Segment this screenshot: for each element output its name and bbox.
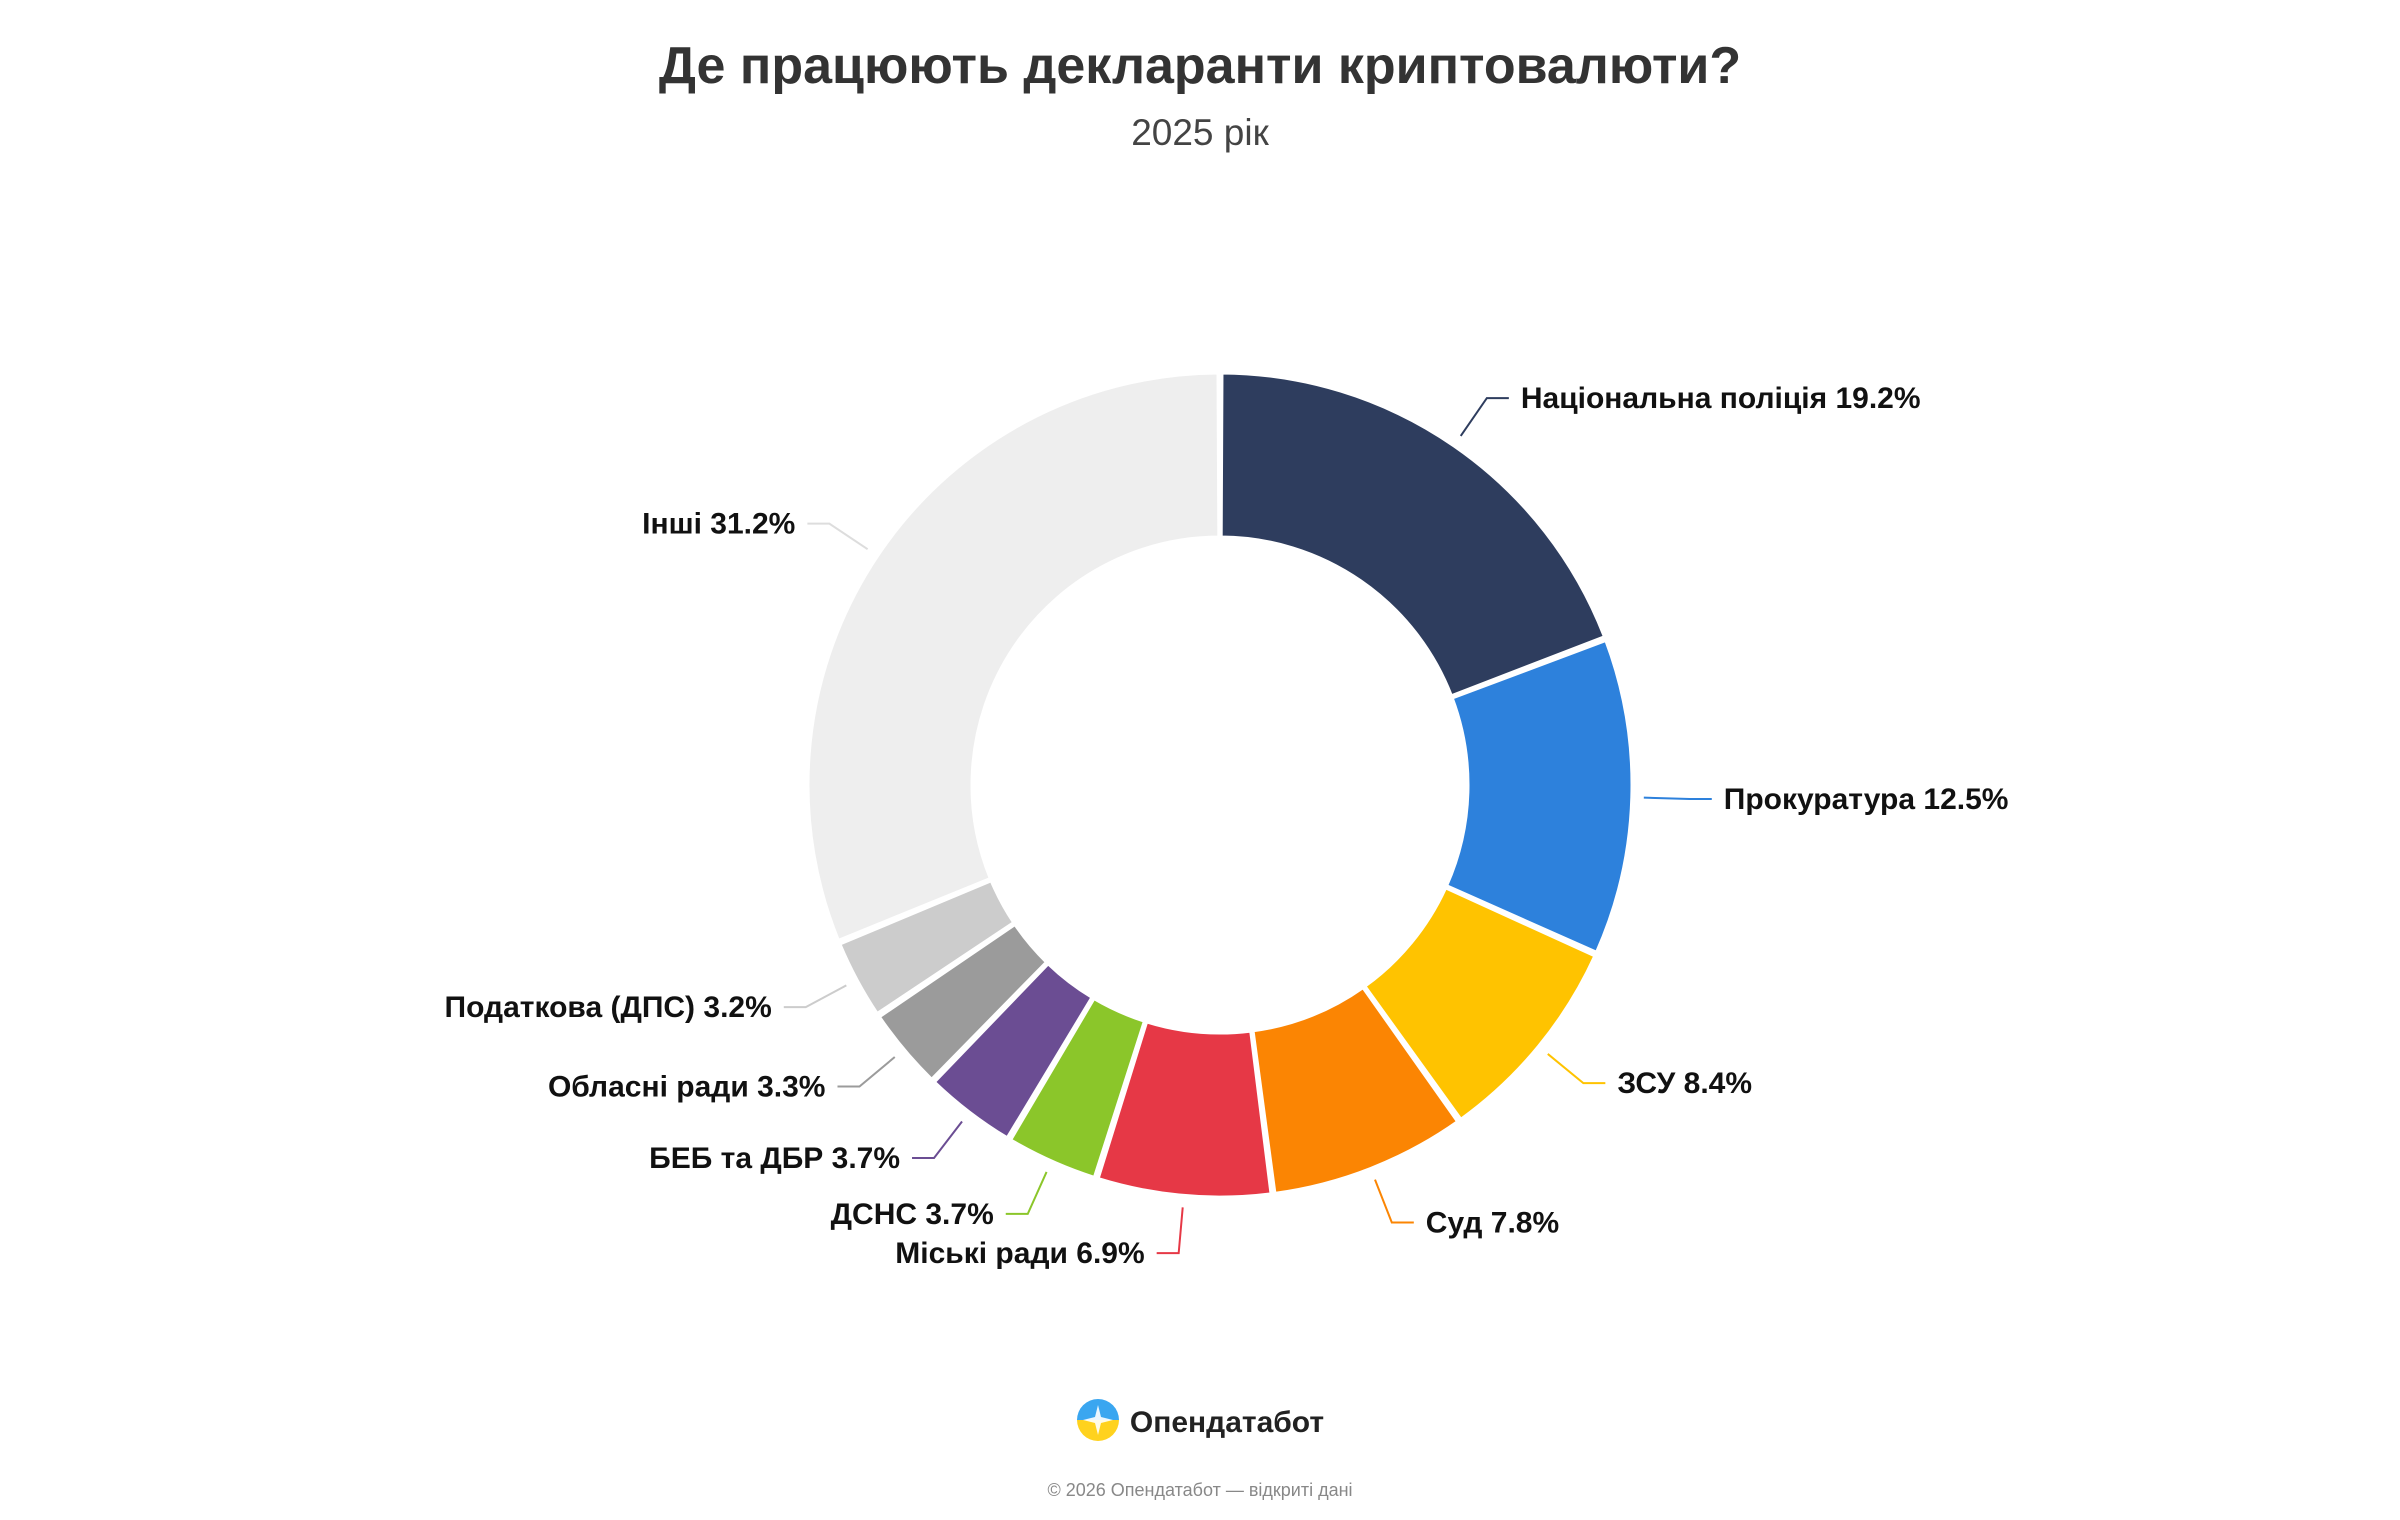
- leader-line-8: [783, 984, 847, 1009]
- slice-1: [1445, 638, 1634, 954]
- slice-label-6: БЕБ та ДБР 3.7%: [649, 1142, 900, 1175]
- leader-line-0: [1459, 397, 1509, 437]
- slice-label-1: Прокуратура 12.5%: [1724, 783, 2009, 816]
- slice-2: [1363, 886, 1597, 1121]
- slice-label-8: Податкова (ДПС) 3.2%: [445, 991, 772, 1024]
- slice-label-9: Інші 31.2%: [642, 508, 795, 541]
- slice-7: [877, 923, 1048, 1081]
- chart-subtitle: 2025 рік: [1131, 112, 1269, 153]
- leader-line-6: [912, 1120, 963, 1159]
- brand-footer: Опендатабот: [0, 1398, 2400, 1447]
- leader-line-5: [1005, 1171, 1048, 1215]
- chart-title: Де працюють декларанти криптовалюти?: [658, 37, 1742, 95]
- opendatabot-logo-icon: [1076, 1398, 1120, 1447]
- slice-3: [1251, 986, 1460, 1195]
- leader-line-2: [1547, 1053, 1606, 1085]
- slice-label-7: Обласні ради 3.3%: [548, 1071, 826, 1104]
- label-leader-lines: [783, 397, 1712, 1255]
- slice-0: [1219, 371, 1606, 698]
- copyright-text: © 2026 Опендатабот — відкриті дані: [1047, 1480, 1353, 1500]
- slice-6: [932, 962, 1094, 1140]
- slice-labels: Національна поліція 19.2% Прокуратура 12.…: [445, 382, 2009, 1270]
- slice-label-0: Національна поліція 19.2%: [1521, 382, 1921, 415]
- slice-label-2: ЗСУ 8.4%: [1617, 1067, 1752, 1100]
- leader-line-4: [1156, 1207, 1184, 1255]
- leader-line-7: [837, 1056, 896, 1088]
- leader-line-1: [1643, 796, 1712, 801]
- slice-5: [1009, 997, 1146, 1179]
- leader-line-9: [807, 522, 869, 551]
- leader-line-3: [1374, 1179, 1414, 1224]
- slice-label-5: ДСНС 3.7%: [831, 1198, 994, 1231]
- slice-label-4: Міські ради 6.9%: [895, 1237, 1144, 1270]
- donut-slices: [806, 371, 1634, 1199]
- slice-4: [1096, 1020, 1273, 1199]
- slice-label-3: Суд 7.8%: [1426, 1206, 1559, 1239]
- brand-name: Опендатабот: [1129, 1405, 1325, 1439]
- slice-9: [806, 371, 1221, 942]
- slice-8: [838, 879, 1016, 1016]
